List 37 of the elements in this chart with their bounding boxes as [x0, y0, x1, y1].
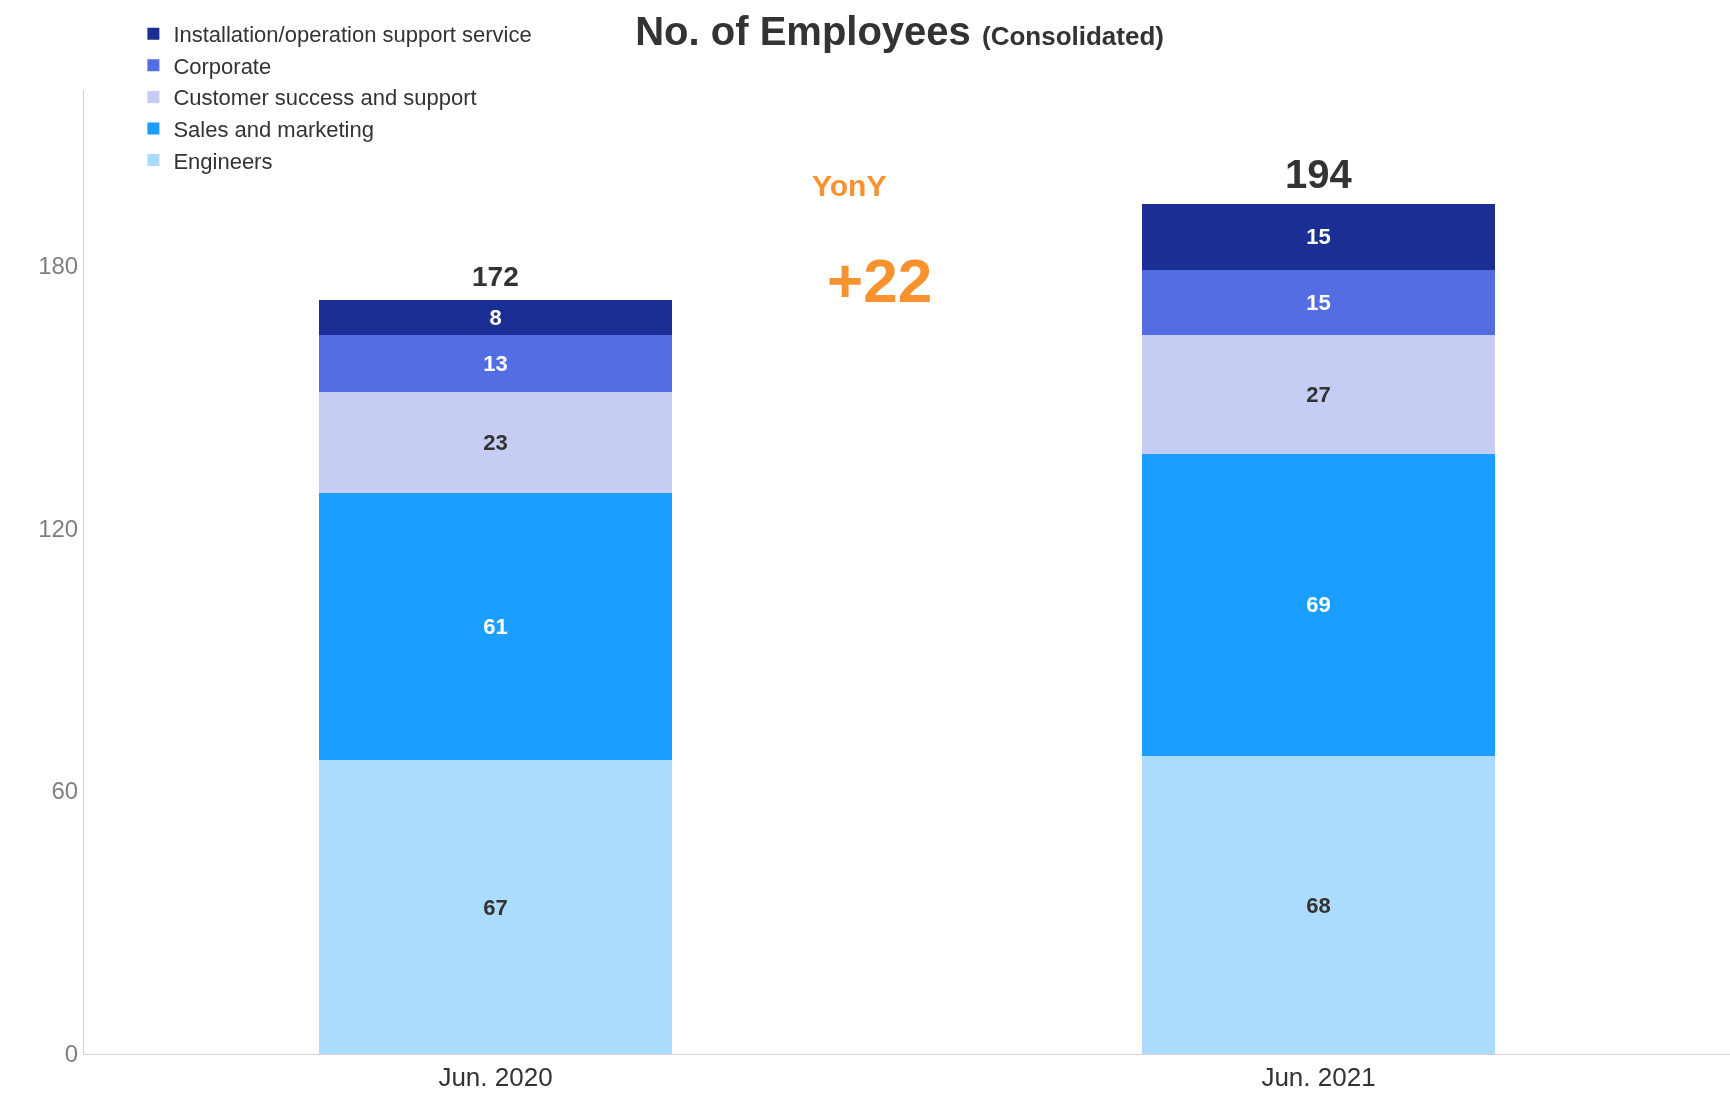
chart-subtitle: (Consolidated) [981, 20, 1164, 51]
total-label: 172 [472, 261, 519, 292]
data-label: 8 [489, 305, 502, 331]
data-label: 67 [483, 894, 508, 920]
bar [318, 493, 673, 761]
total-label: 194 [1285, 152, 1353, 196]
bar [318, 335, 673, 393]
legend-label: Engineers [173, 148, 273, 174]
data-label: 23 [483, 430, 508, 456]
legend-label: Customer success and support [173, 85, 477, 111]
data-label: 27 [1306, 382, 1331, 408]
x-tick-label: Jun. 2021 [1261, 1062, 1376, 1093]
data-label: 61 [483, 614, 508, 640]
annotation: +22 [827, 246, 933, 315]
bar [318, 392, 673, 494]
y-tick-label: 60 [51, 777, 79, 805]
data-label: 15 [1306, 224, 1331, 250]
bar [1141, 203, 1496, 270]
chart-title: No. of Employees [635, 8, 971, 53]
y-tick-label: 180 [38, 251, 79, 279]
data-label: 15 [1306, 290, 1331, 316]
legend-label: Corporate [173, 53, 272, 79]
bar [1141, 756, 1496, 1054]
y-tick-label: 120 [38, 514, 79, 542]
bar [1141, 453, 1496, 757]
bar [1141, 269, 1496, 336]
bar [1141, 335, 1496, 454]
x-tick-label: Jun. 2020 [438, 1062, 553, 1093]
annotation: YonY [812, 169, 887, 202]
data-label: 68 [1306, 892, 1331, 918]
legend-label: Installation/operation support service [173, 22, 532, 48]
bar [318, 760, 673, 1054]
data-label: 69 [1306, 592, 1331, 618]
y-tick-label: 0 [64, 1040, 79, 1068]
legend-label: Sales and marketing [173, 117, 374, 143]
bar [318, 300, 673, 336]
data-label: 13 [483, 351, 508, 377]
